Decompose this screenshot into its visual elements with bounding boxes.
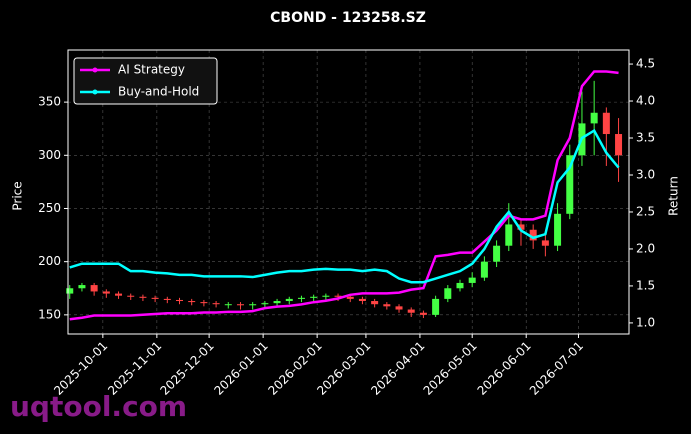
line-series — [69, 128, 620, 284]
candle-body — [358, 298, 366, 302]
y-tick-label: 350 — [38, 95, 61, 109]
candle-body — [90, 285, 98, 292]
candle-body — [334, 295, 342, 297]
candle-body — [310, 296, 318, 298]
candle-body — [261, 303, 269, 305]
y-tick-label: 300 — [38, 148, 61, 162]
candle-body — [66, 288, 74, 294]
candle-body — [200, 302, 208, 304]
y-tick-label: 150 — [38, 307, 61, 321]
candle-body — [127, 295, 135, 297]
candle-body — [407, 309, 415, 313]
candle-body — [432, 298, 440, 315]
candle-body — [236, 304, 244, 306]
candle-body — [395, 306, 403, 310]
candle-body — [273, 301, 281, 304]
y2-tick-label: 3.5 — [636, 131, 655, 145]
y2-axis-label: Return — [667, 176, 681, 216]
candle-body — [517, 224, 525, 230]
legend-label: AI Strategy — [118, 63, 185, 77]
candle-body — [249, 304, 257, 306]
y2-tick-label: 3.0 — [636, 167, 655, 181]
legend-label: Buy-and-Hold — [118, 85, 199, 99]
watermark: uqtool.com — [10, 390, 187, 423]
candle-body — [468, 277, 476, 283]
y2-tick-label: 2.0 — [636, 241, 655, 255]
candle-body — [346, 296, 354, 299]
line-series — [69, 70, 619, 321]
candle-body — [554, 213, 562, 246]
candle-body — [176, 299, 184, 302]
candle-body — [297, 297, 305, 299]
legend-marker — [92, 67, 98, 73]
y-axis-label: Price — [11, 181, 25, 210]
candle-body — [566, 155, 574, 214]
y2-tick-label: 1.5 — [636, 278, 655, 292]
legend-marker — [92, 89, 98, 95]
candle-body — [212, 303, 220, 305]
candle-body — [102, 291, 110, 294]
candle-body — [224, 304, 232, 306]
candle-body — [383, 304, 391, 307]
candle-body — [480, 261, 488, 278]
candle-body — [78, 285, 86, 289]
candle-body — [115, 293, 123, 296]
y2-tick-label: 1.0 — [636, 315, 655, 329]
candle-body — [615, 134, 623, 156]
y2-tick-label: 4.5 — [636, 57, 655, 71]
chart-title: CBOND - 123258.SZ — [270, 10, 426, 26]
y2-tick-label: 4.0 — [636, 94, 655, 108]
candle-body — [602, 112, 610, 135]
y-tick-label: 250 — [38, 201, 61, 215]
plot-frame — [67, 49, 630, 335]
candle-body — [322, 295, 330, 297]
candle-body — [456, 282, 464, 289]
candle-body — [163, 298, 171, 300]
candle-body — [541, 240, 549, 246]
y2-tick-label: 2.5 — [636, 204, 655, 218]
candle-body — [590, 112, 598, 124]
y-tick-label: 200 — [38, 254, 61, 268]
candle-body — [444, 288, 452, 299]
candle-body — [151, 297, 159, 299]
candle-body — [529, 229, 537, 241]
candle-body — [505, 224, 513, 246]
candle-body — [419, 312, 427, 315]
candle-body — [285, 298, 293, 302]
candle-body — [371, 301, 379, 305]
candle-body — [188, 301, 196, 303]
candle-body — [139, 296, 147, 298]
candle-body — [493, 245, 501, 262]
